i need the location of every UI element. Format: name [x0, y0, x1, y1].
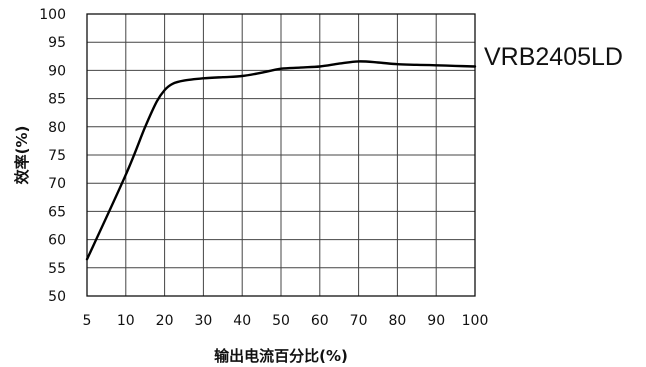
x-axis-title: 输出电流百分比(%) [214, 347, 348, 365]
x-tick-label: 5 [83, 313, 92, 329]
x-tick-label: 20 [156, 313, 174, 329]
y-tick-label: 55 [48, 261, 66, 277]
y-tick-label: 75 [48, 148, 66, 164]
x-tick-label: 30 [194, 313, 212, 329]
x-tick-label: 100 [462, 313, 489, 329]
x-tick-label: 90 [427, 313, 445, 329]
y-tick-label: 70 [48, 176, 66, 192]
y-tick-label: 85 [48, 92, 66, 108]
x-tick-label: 60 [311, 313, 329, 329]
y-tick-labels: 50 55 60 65 70 75 80 85 90 95 100 [39, 7, 66, 305]
x-tick-labels: 5 10 20 30 40 50 60 70 80 90 100 [83, 313, 489, 329]
y-axis-title: 效率(%) [13, 126, 31, 185]
model-label: VRB2405LD [484, 43, 623, 71]
y-tick-label: 90 [48, 63, 66, 79]
x-tick-label: 80 [388, 313, 406, 329]
grid-lines [86, 13, 476, 297]
x-tick-label: 10 [117, 313, 135, 329]
y-tick-label: 60 [48, 233, 66, 249]
y-tick-label: 95 [48, 35, 66, 51]
x-tick-label: 40 [233, 313, 251, 329]
y-tick-label: 80 [48, 120, 66, 136]
y-tick-label: 50 [48, 289, 66, 305]
x-tick-label: 50 [272, 313, 290, 329]
plot-frame [86, 13, 476, 297]
efficiency-curve [85, 60, 477, 261]
y-tick-label: 100 [39, 7, 66, 23]
x-tick-label: 70 [350, 313, 368, 329]
y-tick-label: 65 [48, 204, 66, 220]
